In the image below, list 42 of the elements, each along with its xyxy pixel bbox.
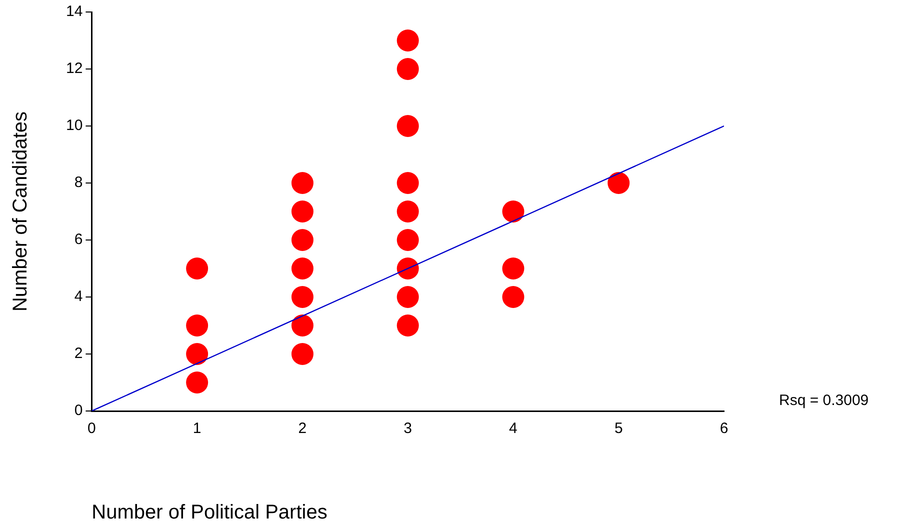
point [291, 343, 314, 365]
y-tick-label: 14 [66, 3, 83, 20]
point [396, 30, 419, 52]
y-tick-label: 0 [74, 402, 83, 420]
x-tick-label: 6 [720, 420, 728, 438]
y-tick-label: 12 [66, 60, 83, 78]
y-tick-label: 8 [74, 174, 83, 192]
point [291, 314, 314, 336]
y-axis-title: Number of Candidates [10, 111, 32, 312]
point [396, 172, 419, 194]
point [502, 258, 524, 280]
point [186, 343, 208, 365]
point [291, 258, 314, 280]
point [396, 229, 419, 251]
x-tick-label: 5 [614, 420, 623, 438]
point [291, 200, 314, 222]
point [186, 372, 208, 394]
point [396, 314, 419, 336]
x-tick-label: 4 [509, 420, 518, 438]
y-tick-label: 6 [74, 231, 83, 248]
point [608, 172, 630, 194]
x-tick-label: 2 [298, 420, 307, 438]
y-tick-label: 10 [66, 117, 83, 134]
y-tick-label: 2 [74, 345, 83, 362]
point [396, 200, 419, 222]
x-tick-label: 0 [88, 420, 96, 438]
point [396, 58, 419, 80]
point [396, 286, 419, 308]
point [502, 286, 524, 308]
point [291, 286, 314, 308]
x-tick-label: 1 [192, 420, 202, 438]
point [396, 258, 419, 280]
y-tick-label: 4 [74, 288, 83, 306]
x-axis-title: Number of Political Parties [92, 502, 328, 524]
point [291, 229, 314, 251]
point [186, 258, 208, 280]
point [291, 172, 314, 194]
point [502, 200, 524, 222]
point [396, 115, 419, 137]
point [186, 314, 208, 336]
x-tick-label: 3 [404, 420, 412, 438]
text: Rsq = 0.3009 [779, 392, 869, 410]
